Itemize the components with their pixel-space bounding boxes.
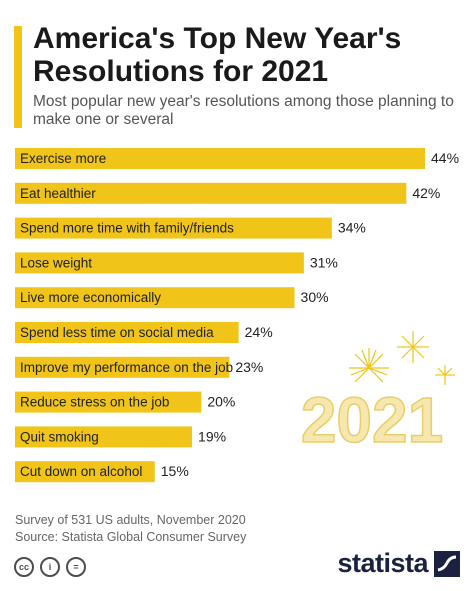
statista-logo-mark-icon bbox=[434, 550, 460, 577]
bar bbox=[15, 148, 425, 169]
bar-value-label: 20% bbox=[207, 394, 235, 410]
bar-category-label: Quit smoking bbox=[20, 429, 99, 444]
creative-commons-icon[interactable]: cc bbox=[14, 557, 34, 577]
resolutions-bar-chart: Exercise more 44% Eat healthier 42% Spend mo… bbox=[15, 148, 459, 483]
bar-category-label: Spend more time with family/friends bbox=[20, 221, 234, 236]
fireworks-2021-decoration: 2021 bbox=[300, 331, 455, 455]
bar-value-label: 30% bbox=[301, 289, 329, 305]
bar-value-label: 31% bbox=[310, 254, 338, 270]
bar-value-label: 44% bbox=[431, 150, 459, 166]
statista-logo-text: statista bbox=[337, 548, 428, 578]
bar bbox=[15, 217, 332, 239]
bar bbox=[15, 391, 202, 413]
bar-value-label: 24% bbox=[245, 324, 273, 340]
bar-category-label: Eat healthier bbox=[20, 186, 96, 201]
page-subtitle: Most popular new year's resolutions amon… bbox=[33, 93, 454, 128]
year-2021-decoration: 2021 bbox=[301, 384, 443, 455]
bar-category-label: Live more economically bbox=[20, 290, 161, 305]
source-note: Source: Statista Global Consumer Survey bbox=[15, 530, 247, 544]
bar-value-label: 19% bbox=[198, 428, 226, 444]
bar bbox=[15, 252, 304, 274]
bar-category-label: Spend less time on social media bbox=[20, 325, 214, 340]
bar-value-label: 15% bbox=[161, 463, 189, 479]
bar bbox=[15, 461, 155, 483]
survey-note: Survey of 531 US adults, November 2020 bbox=[15, 513, 246, 527]
footnote: Survey of 531 US adults, November 2020 S… bbox=[15, 512, 246, 546]
bar-category-label: Lose weight bbox=[20, 255, 92, 270]
bar-category-label: Cut down on alcohol bbox=[20, 464, 142, 479]
attribution-icon[interactable]: i bbox=[40, 557, 60, 577]
bar-category-label: Exercise more bbox=[20, 151, 106, 166]
bar bbox=[15, 356, 230, 378]
bar bbox=[15, 287, 295, 309]
title-accent-bar bbox=[14, 26, 22, 128]
page-title: America's Top New Year's Resolutions for… bbox=[33, 22, 402, 88]
bar bbox=[15, 322, 239, 343]
bar-value-label: 34% bbox=[338, 220, 366, 236]
bar-category-label: Reduce stress on the job bbox=[20, 395, 169, 410]
fireworks-icon bbox=[349, 331, 455, 385]
no-derivatives-icon[interactable]: = bbox=[66, 557, 86, 577]
bar-value-label: 23% bbox=[235, 359, 263, 375]
bar bbox=[15, 182, 407, 204]
bar-category-label: Improve my performance on the job bbox=[20, 360, 233, 375]
statista-logo[interactable]: statista bbox=[337, 548, 460, 579]
bar bbox=[15, 426, 193, 448]
bar-value-label: 42% bbox=[412, 185, 440, 201]
license-icons: cc i = bbox=[14, 557, 86, 577]
